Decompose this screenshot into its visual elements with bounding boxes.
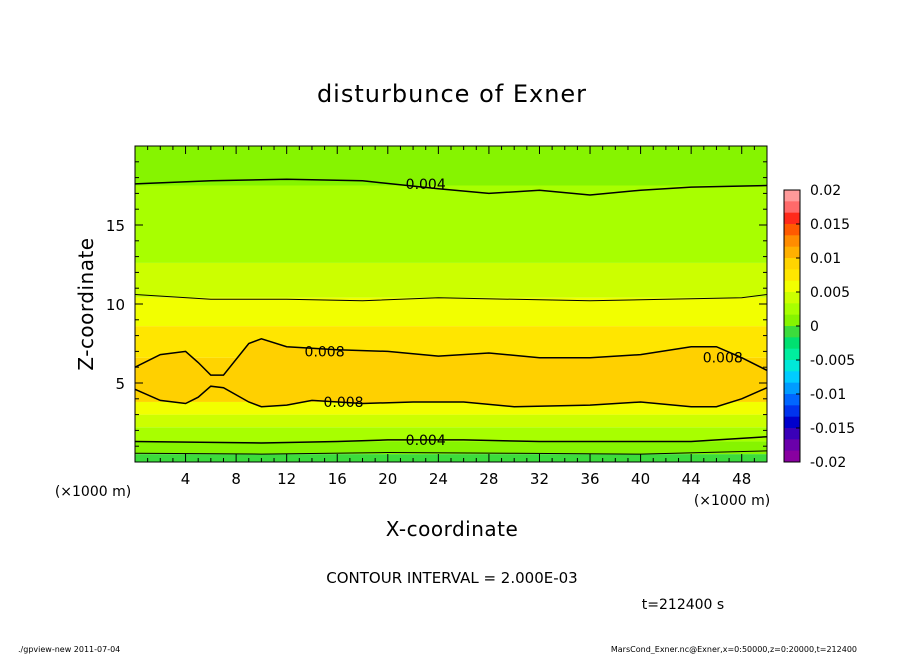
contour-line (135, 450, 767, 455)
colorbar-swatch (784, 224, 800, 236)
color-band (135, 414, 767, 428)
colorbar-swatch (784, 382, 800, 395)
x-tick-label: 40 (631, 470, 650, 488)
footer-right: MarsCond_Exner.nc@Exner,x=0:50000,z=0:20… (611, 645, 857, 654)
color-band (135, 441, 767, 455)
color-band (135, 427, 767, 442)
chart-title: disturbunce of Exner (317, 80, 587, 108)
contour-label: 0.008 (324, 395, 364, 411)
contour-labels: 0.004 0.008 0.008 0.008 0.004 (305, 177, 743, 449)
colorbar-swatch (784, 292, 800, 304)
colorbar-label: -0.01 (810, 387, 846, 403)
contour-line (135, 338, 767, 376)
x-tick-label: 4 (181, 470, 191, 488)
color-band (135, 401, 767, 415)
x-tick-label: 28 (479, 470, 498, 488)
colorbar-swatch (784, 371, 800, 384)
colorbar-swatch (784, 246, 800, 259)
colorbar-swatch (784, 212, 800, 225)
x-tick-label: 8 (231, 470, 241, 488)
colorbar-swatch (784, 201, 800, 214)
footer-left: ./gpview-new 2011-07-04 (18, 645, 120, 654)
x-axis-label: X-coordinate (386, 517, 519, 541)
colorbar-swatch (784, 428, 800, 440)
y-unit-label: (×1000 m) (55, 484, 131, 500)
colorbar-swatch (784, 190, 800, 202)
colorbar-label: -0.005 (810, 353, 855, 369)
colorbar-swatch (784, 280, 800, 293)
y-tick-label: 10 (106, 296, 125, 314)
colorbar-label: -0.02 (810, 455, 846, 471)
colorbar-label: 0 (810, 319, 819, 335)
x-axis: 4 8 12 16 20 24 28 32 36 40 44 48 (134, 146, 768, 488)
contour-label: 0.008 (305, 344, 345, 360)
time-label: t=212400 s (642, 597, 724, 613)
y-tick-label: 15 (106, 217, 125, 235)
plot-area: 0.004 0.008 0.008 0.008 0.004 (134, 145, 768, 463)
colorbar-swatch (784, 439, 800, 452)
color-band (135, 146, 767, 186)
colorbar-label: 0.005 (810, 285, 850, 301)
colorbar: 0.02 0.015 0.01 0.005 0 -0.005 -0.01 -0.015 -0.0… (783, 183, 855, 471)
contour-interval: CONTOUR INTERVAL = 2.000E-03 (326, 569, 577, 587)
colorbar-label: -0.015 (810, 421, 855, 437)
colorbar-swatch (784, 360, 800, 372)
colorbar-swatch (784, 337, 800, 350)
contour-label: 0.004 (406, 433, 446, 449)
contour-line (135, 294, 767, 302)
x-tick-label: 12 (277, 470, 296, 488)
contour-lines (135, 178, 767, 455)
color-band (135, 262, 767, 298)
x-tick-label: 20 (378, 470, 397, 488)
colorbar-swatch (784, 314, 800, 327)
x-tick-label: 36 (580, 470, 599, 488)
color-band (135, 185, 767, 263)
contour-line (135, 385, 767, 408)
x-tick-label: 44 (682, 470, 701, 488)
colorbar-label: 0.015 (810, 217, 850, 233)
colorbar-label: 0.01 (810, 251, 841, 267)
contour-label: 0.008 (703, 351, 743, 367)
core-region (135, 338, 767, 407)
x-tick-label: 32 (530, 470, 549, 488)
color-band (135, 297, 767, 327)
colorbar-swatch (784, 303, 800, 316)
colorbar-swatch (784, 416, 800, 429)
colorbar-swatch (784, 450, 800, 463)
y-axis: 5 10 15 (106, 145, 767, 463)
color-bands (135, 146, 767, 462)
colorbar-swatch (784, 235, 800, 248)
colorbar-swatch (784, 326, 800, 338)
x-tick-label: 24 (429, 470, 448, 488)
colorbar-swatch (784, 394, 800, 406)
colorbar-swatch (784, 269, 800, 282)
contour-label: 0.004 (406, 177, 446, 193)
colorbar-swatch (784, 258, 800, 270)
y-axis-label: Z-coordinate (74, 237, 98, 370)
colorbar-swatch (784, 348, 800, 361)
contour-line (135, 178, 767, 196)
x-tick-label: 16 (328, 470, 347, 488)
colorbar-swatch (784, 405, 800, 418)
contour-line (135, 435, 767, 444)
y-tick-label: 5 (115, 375, 125, 393)
x-unit-label: (×1000 m) (694, 493, 770, 509)
colorbar-label: 0.02 (810, 183, 841, 199)
x-tick-label: 48 (732, 470, 751, 488)
